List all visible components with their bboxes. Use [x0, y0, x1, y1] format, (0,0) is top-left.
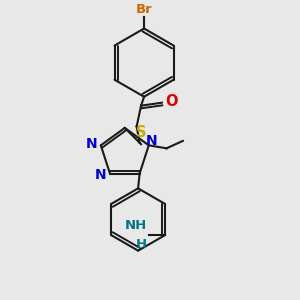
Text: H: H [136, 238, 147, 251]
Text: Br: Br [136, 3, 152, 16]
Text: N: N [95, 168, 107, 182]
Text: N: N [86, 137, 98, 151]
Text: NH: NH [125, 219, 147, 232]
Text: N: N [145, 134, 157, 148]
Text: O: O [166, 94, 178, 109]
Text: S: S [136, 125, 146, 140]
